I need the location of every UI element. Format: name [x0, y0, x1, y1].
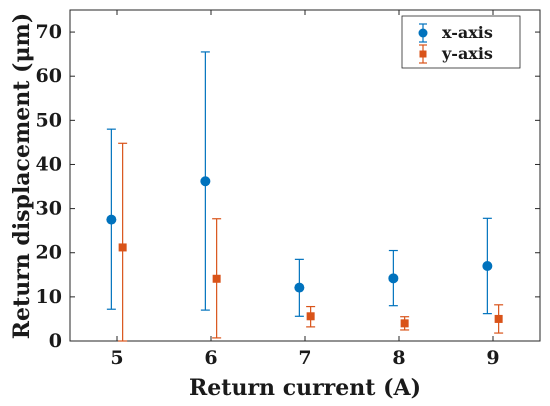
data-point: [200, 176, 211, 187]
y-tick-label: 20: [36, 242, 62, 264]
data-point: [106, 214, 117, 225]
data-point: [388, 273, 399, 284]
y-tick-label: 10: [36, 286, 62, 308]
x-tick-label: 5: [110, 347, 123, 369]
legend-label: x-axis: [442, 23, 493, 42]
data-point: [212, 274, 221, 283]
legend-item-x-axis: x-axis: [418, 23, 493, 43]
data-point: [118, 243, 127, 252]
data-point: [494, 314, 503, 323]
x-tick-label: 6: [204, 347, 217, 369]
x-tick-label: 8: [392, 347, 405, 369]
legend-marker: [418, 28, 428, 38]
y-tick-label: 30: [36, 198, 62, 220]
series-x-axis: [106, 51, 493, 317]
series-layer: [106, 51, 504, 342]
legend: x-axis y-axis: [401, 15, 521, 69]
y-tick-label: 50: [36, 109, 62, 131]
y-axis-ticks: 0 10 20 30 40 50 60 70: [36, 21, 540, 352]
data-point: [294, 282, 305, 293]
y-tick-label: 70: [36, 21, 62, 43]
legend-label: y-axis: [441, 44, 493, 63]
y-tick-label: 40: [36, 153, 62, 175]
x-tick-label: 9: [486, 347, 499, 369]
y-tick-label: 0: [49, 330, 62, 352]
data-point: [400, 319, 409, 328]
data-point: [482, 260, 493, 271]
legend-item-y-axis: y-axis: [419, 44, 493, 64]
legend-marker: [419, 50, 427, 58]
series-y-axis: [118, 142, 504, 342]
x-tick-label: 7: [298, 347, 311, 369]
x-axis-label: Return current (A): [189, 375, 421, 401]
y-axis-label: Return displacement (μm): [9, 13, 35, 340]
y-tick-label: 60: [36, 65, 62, 87]
x-axis-ticks: 5 6 7 8 9: [110, 10, 500, 369]
data-point: [306, 312, 315, 321]
